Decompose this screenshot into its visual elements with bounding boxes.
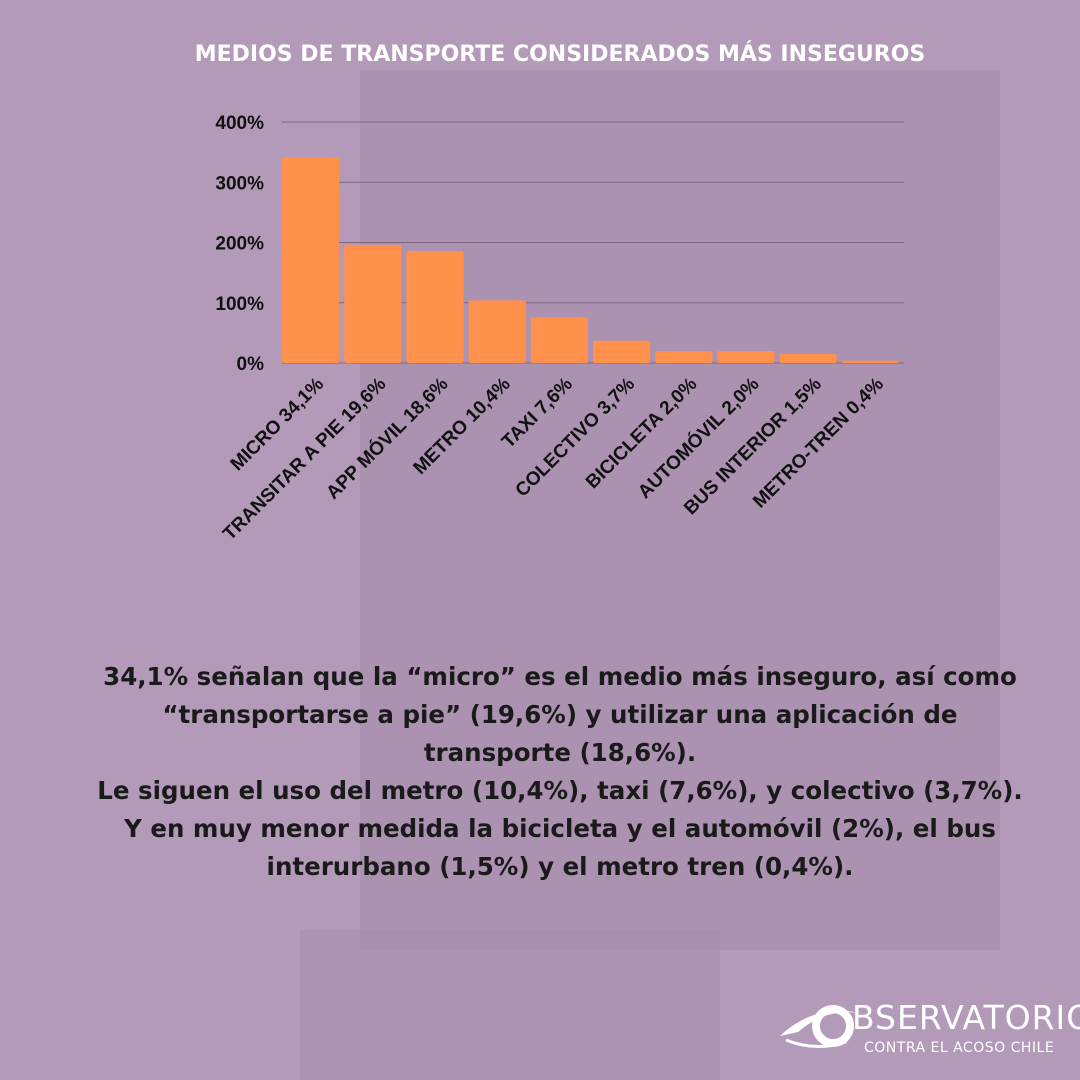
bar xyxy=(779,353,837,363)
x-tick-label: AUTOMÓVIL 2,0% xyxy=(634,373,764,503)
y-tick-label: 0% xyxy=(237,354,265,375)
bar xyxy=(593,340,651,363)
summary-line: transporte (18,6%). xyxy=(423,738,697,767)
y-tick-label: 100% xyxy=(215,294,264,315)
summary-line: interurbano (1,5%) y el metro tren (0,4%… xyxy=(266,852,854,881)
y-tick-label: 300% xyxy=(215,173,264,194)
logo-main-text: BSERVATORIO xyxy=(852,998,1080,1037)
bar-chart: 0%100%200%300%400% MICRO 34,1%TRANSITAR … xyxy=(215,113,904,545)
logo-sub-text: CONTRA EL ACOSO CHILE xyxy=(864,1040,1055,1056)
bar xyxy=(717,350,775,363)
x-tick-label: COLECTIVO 3,7% xyxy=(512,374,640,502)
bar xyxy=(406,250,464,363)
bar xyxy=(841,360,899,363)
summary-line: Le siguen el uso del metro (10,4%), taxi… xyxy=(97,776,1023,805)
bar xyxy=(468,300,526,363)
y-tick-label: 400% xyxy=(215,113,264,134)
y-tick-label: 200% xyxy=(215,234,264,255)
summary-text: 34,1% señalan que la “micro” es el medio… xyxy=(40,658,1080,886)
x-tick-label: BICICLETA 2,0% xyxy=(582,374,701,493)
observatorio-logo: BSERVATORIO CONTRA EL ACOSO CHILE xyxy=(776,996,1080,1068)
eye-icon xyxy=(780,1005,864,1048)
bar xyxy=(530,317,588,363)
chart-title: MEDIOS DE TRANSPORTE CONSIDERADOS MÁS IN… xyxy=(194,42,926,67)
background-photo-overlay-lower xyxy=(300,930,720,1080)
bar xyxy=(655,350,713,363)
summary-line: “transportarse a pie” (19,6%) y utilizar… xyxy=(162,700,958,729)
background-photo-overlay xyxy=(360,70,1000,950)
bar xyxy=(344,244,402,363)
x-tick-label: APP MÓVIL 18,6% xyxy=(322,373,453,504)
summary-line: 34,1% señalan que la “micro” es el medio… xyxy=(103,662,1017,691)
summary-line: Y en muy menor medida la bicicleta y el … xyxy=(124,814,996,843)
bar xyxy=(282,157,340,363)
